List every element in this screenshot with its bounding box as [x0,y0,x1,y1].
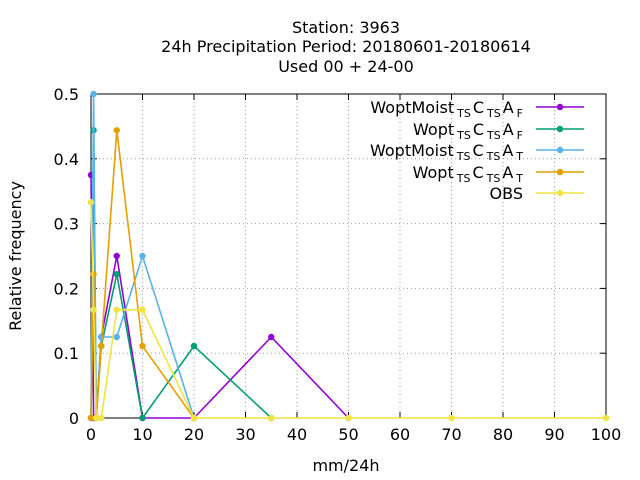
series-4-point [139,342,146,350]
series-3-point [113,333,120,341]
series-5-point [345,414,352,422]
axis-ticks: 0 10 20 30 40 50 60 70 80 90 100 0 0.1 0.2 0.3 0.4 0.5 [54,85,622,444]
series-3-point [90,90,97,98]
legend-label-4: Wopt TS C TS A T [413,163,524,185]
legend-label-2: Wopt TS C TS A F [413,120,523,142]
series-2-point [113,270,120,278]
x-tick-label: 40 [287,425,307,444]
series-group [87,90,610,422]
series-5-point [98,414,105,422]
y-tick-label: 0 [69,409,79,428]
series-5-point [602,414,610,422]
legend-swatch-marker-3 [556,146,564,154]
y-tick-label: 0.5 [54,85,79,104]
legend-label-5: OBS [490,184,523,203]
series-2-point [190,342,198,350]
series-5-point [139,306,146,313]
grid [91,94,606,418]
series-5-point [448,414,455,422]
legend-swatch-marker-1 [556,103,564,111]
title-line-1: Station: 3963 [292,18,400,37]
series-3-point [139,252,146,260]
x-tick-label: 80 [493,425,513,444]
legend-label-1: WoptMoist TS C TS A F [370,98,523,120]
series-5-point [268,414,275,422]
series-4-point [113,127,120,134]
y-tick-label: 0.1 [54,344,79,363]
x-tick-label: 50 [338,425,358,444]
y-tick-label: 0.4 [54,150,79,169]
series-4-point [98,342,105,350]
legend-swatch-marker-5 [556,189,564,197]
series-1-point [113,252,120,260]
x-tick-label: 30 [235,425,255,444]
series-5-point [190,414,198,422]
series-5-point [113,306,120,313]
series-5-point [90,306,97,313]
title-line-3: Used 00 + 24-00 [278,57,414,76]
y-axis-label: Relative frequency [6,181,25,331]
series-1-point [268,333,275,341]
series-5-point [92,414,100,422]
x-tick-label: 70 [441,425,461,444]
y-tick-label: 0.3 [54,215,79,234]
x-axis-label: mm/24h [312,456,379,475]
x-tick-label: 60 [390,425,410,444]
x-tick-label: 90 [544,425,564,444]
legend-label-3: WoptMoist TS C TS A T [370,141,523,163]
legend-swatch-marker-2 [556,125,564,133]
x-tick-label: 10 [132,425,152,444]
x-tick-label: 20 [184,425,204,444]
series-4-point [87,414,95,422]
y-tick-label: 0.2 [54,279,79,298]
series-5-point [87,199,95,206]
x-tick-label: 100 [591,425,622,444]
title-line-2: 24h Precipitation Period: 20180601-20180… [161,37,531,56]
legend-swatch-marker-4 [556,168,564,176]
x-tick-label: 0 [86,425,96,444]
series-2-point [139,414,146,422]
